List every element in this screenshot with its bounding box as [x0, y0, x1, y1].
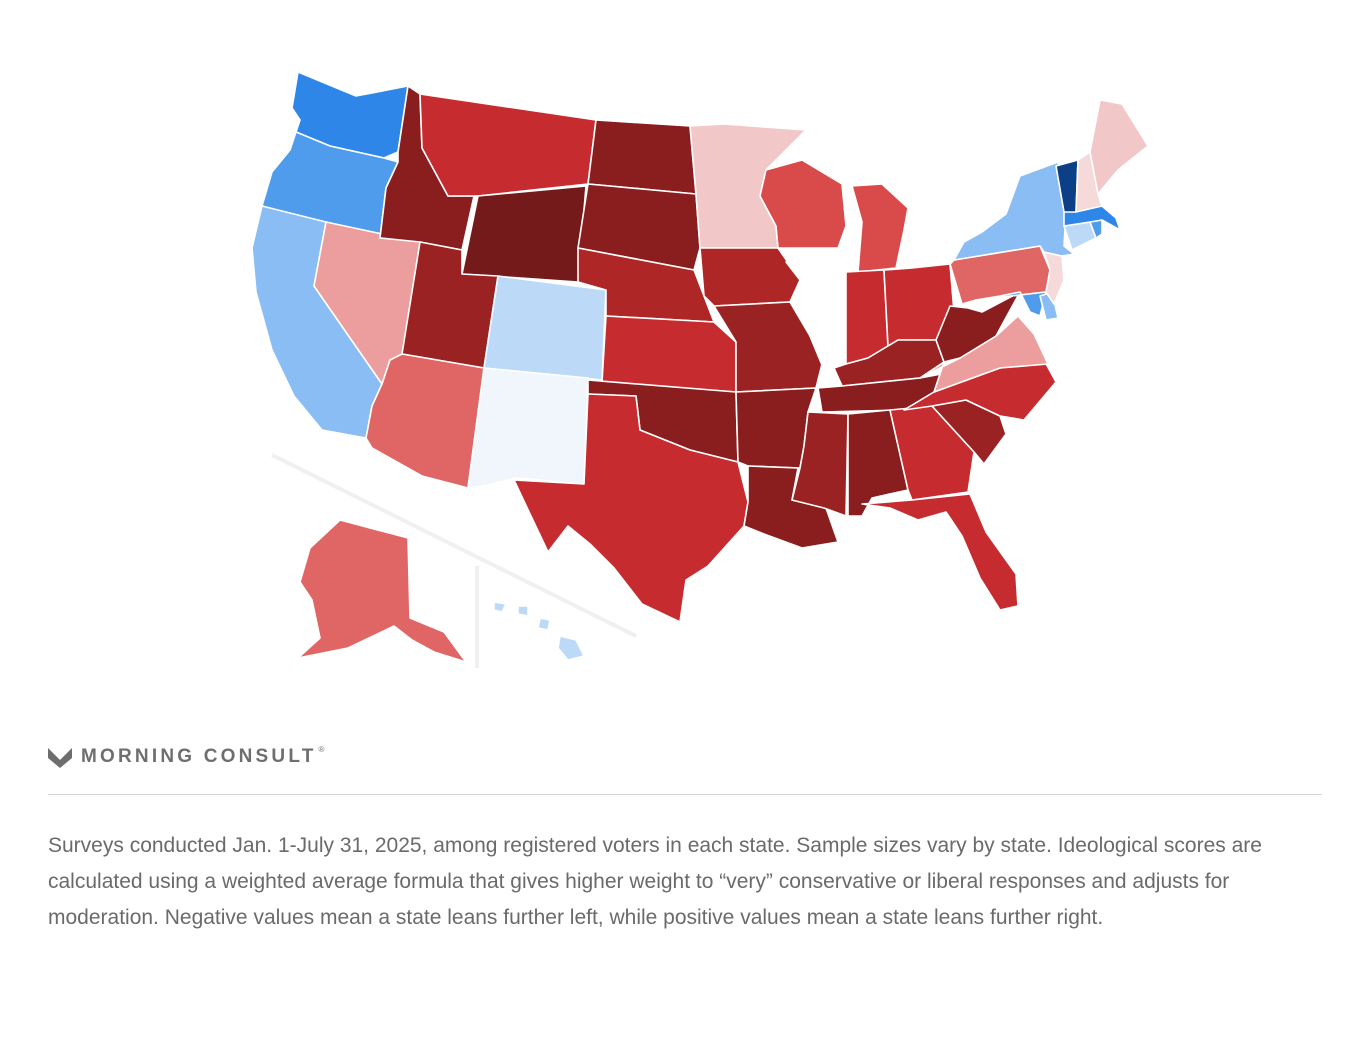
state-nh	[1075, 151, 1103, 213]
state-wy	[461, 185, 587, 283]
state-sd	[577, 183, 701, 271]
state-tx	[513, 393, 749, 623]
brand-logo-lockup: MORNING CONSULT ®	[48, 742, 324, 772]
state-hi-islet-1	[537, 617, 551, 631]
state-ak	[297, 519, 467, 663]
state-me	[1089, 99, 1149, 195]
state-mi	[851, 183, 909, 273]
map-svg	[251, 71, 1149, 668]
state-ny	[953, 161, 1075, 261]
state-ks	[601, 315, 737, 393]
state-hi-islet-2	[517, 605, 529, 617]
inset-divider-diagonal	[271, 453, 637, 638]
state-hi-islet-3	[493, 601, 507, 613]
state-nm	[467, 367, 589, 489]
footer-divider	[48, 794, 1322, 795]
us-choropleth-map	[251, 71, 1149, 668]
state-il	[785, 261, 847, 371]
state-hi	[557, 635, 585, 661]
state-ia	[699, 247, 801, 307]
brand-name: MORNING CONSULT	[81, 746, 317, 767]
state-nd	[587, 119, 697, 195]
state-fl	[861, 493, 1019, 611]
survey-footnote: Surveys conducted Jan. 1-July 31, 2025, …	[48, 834, 1262, 929]
brand-trademark: ®	[318, 745, 325, 754]
m-chevron-logo-icon	[48, 748, 72, 768]
state-mo	[713, 301, 823, 393]
state-mt	[419, 93, 597, 197]
state-co	[483, 275, 607, 381]
state-la	[743, 465, 839, 549]
state-wi	[759, 159, 847, 249]
